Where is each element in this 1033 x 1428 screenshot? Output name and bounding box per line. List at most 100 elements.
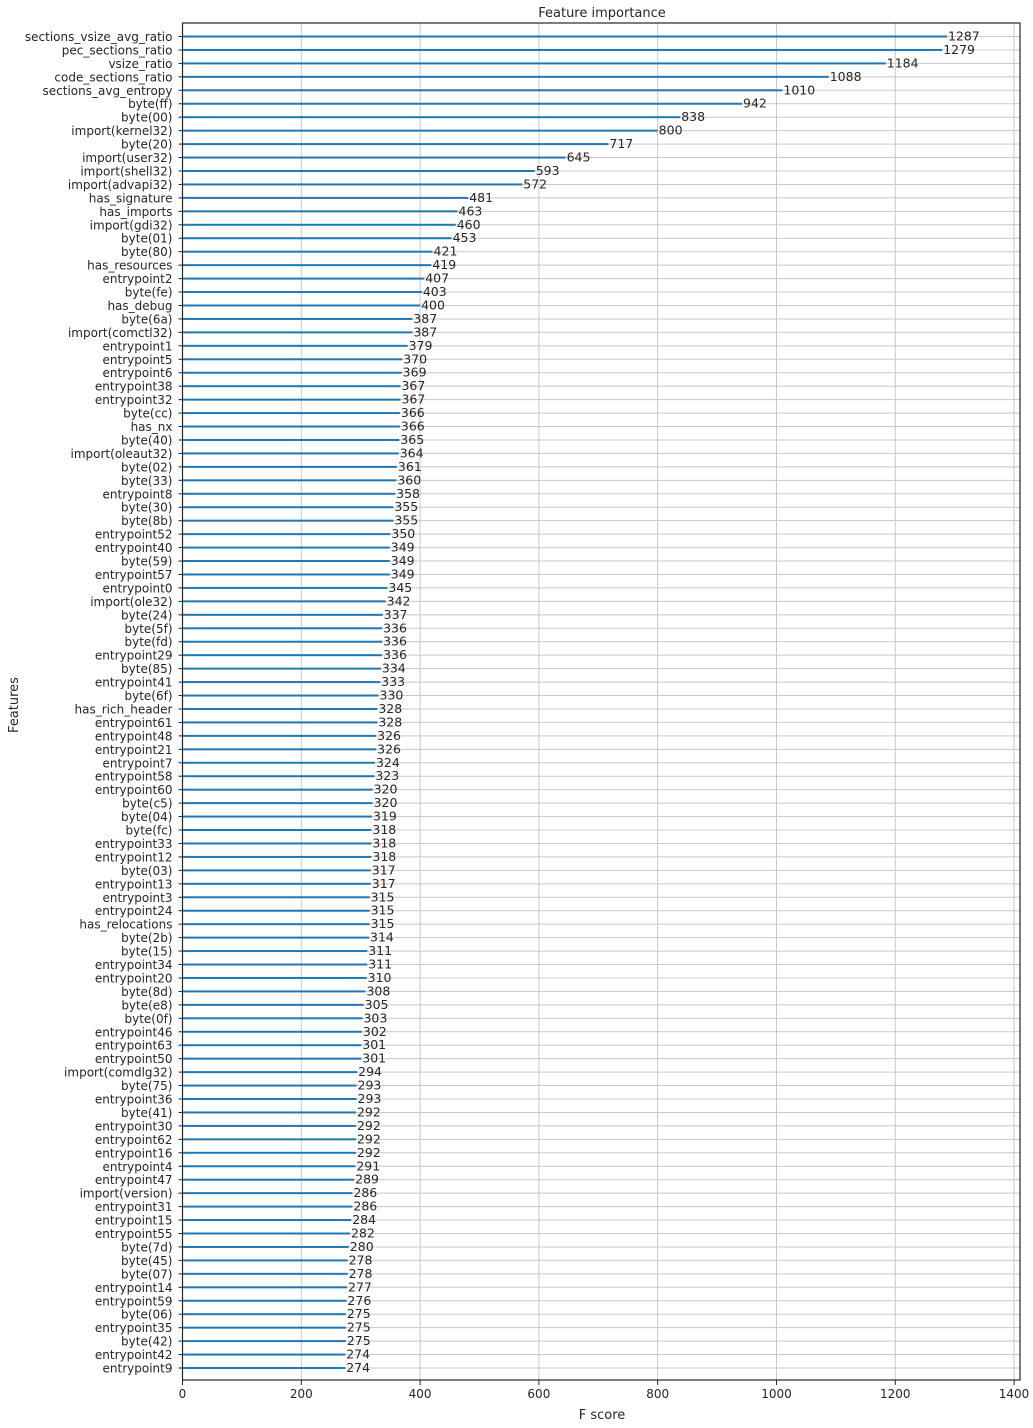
bar	[182, 1313, 346, 1316]
bar-value-label: 328	[378, 701, 402, 716]
bar	[182, 667, 381, 670]
y-tick-label: entrypoint41	[95, 676, 173, 690]
y-tick-label: entrypoint42	[95, 1348, 173, 1362]
bar-value-label: 419	[432, 257, 456, 272]
x-tick-label: 1000	[761, 1387, 792, 1401]
y-tick-label: byte(24)	[121, 608, 172, 622]
y-tick-label: byte(00)	[121, 111, 172, 125]
y-tick-label: import(comdlg32)	[64, 1066, 172, 1080]
y-tick-label: byte(80)	[121, 245, 172, 259]
bar-value-label: 326	[377, 741, 401, 756]
bar	[182, 748, 377, 751]
y-tick-label: byte(0f)	[124, 1012, 172, 1026]
bar-value-label: 355	[394, 513, 418, 528]
y-tick-label: code_sections_ratio	[54, 70, 172, 84]
y-tick-label: entrypoint14	[95, 1281, 173, 1295]
bar-value-label: 403	[423, 284, 447, 299]
bar	[182, 250, 433, 253]
y-tick-label: import(kernel32)	[71, 124, 172, 138]
bar-value-label: 315	[371, 916, 395, 931]
y-tick-label: entrypoint9	[103, 1362, 173, 1376]
y-tick-label: import(shell32)	[80, 164, 172, 178]
bar-value-label: 421	[434, 244, 458, 259]
bar-value-label: 361	[398, 459, 422, 474]
bar-value-label: 303	[363, 1010, 387, 1025]
x-tick-label: 200	[290, 1387, 313, 1401]
bar-value-label: 278	[349, 1252, 373, 1267]
y-tick-label: entrypoint48	[95, 729, 173, 743]
bar-value-label: 326	[377, 728, 401, 743]
bar	[182, 129, 658, 132]
bar-value-label: 370	[403, 351, 427, 366]
bar-value-label: 365	[400, 432, 424, 447]
y-tick-label: entrypoint61	[95, 716, 173, 730]
bar-value-label: 337	[384, 607, 408, 622]
x-axis-label: F score	[579, 1408, 626, 1423]
y-tick-label: byte(15)	[121, 945, 172, 959]
bar-value-label: 407	[425, 271, 449, 286]
bar	[182, 358, 403, 361]
bar	[182, 317, 413, 320]
bar	[182, 75, 829, 78]
bar	[182, 143, 609, 146]
bar	[182, 533, 391, 536]
y-tick-label: byte(fe)	[125, 286, 173, 300]
bar-value-label: 292	[357, 1145, 381, 1160]
bar	[182, 465, 397, 468]
bar-value-label: 311	[368, 943, 392, 958]
bar	[182, 761, 375, 764]
bar-value-label: 838	[681, 109, 705, 124]
bar	[182, 102, 743, 105]
bar	[182, 291, 422, 294]
y-tick-label: byte(03)	[121, 864, 172, 878]
y-tick-label: has_nx	[131, 420, 173, 434]
bar-value-label: 286	[353, 1199, 377, 1214]
y-axis-label: Features	[7, 677, 22, 733]
bar	[182, 775, 375, 778]
bar-value-label: 318	[372, 849, 396, 864]
bar-value-label: 1287	[948, 29, 980, 44]
bar-value-label: 318	[372, 822, 396, 837]
bar	[182, 829, 372, 832]
y-tick-label: byte(59)	[121, 555, 172, 569]
bar-value-label: 379	[409, 338, 433, 353]
bar	[182, 210, 458, 213]
y-tick-label: byte(6a)	[121, 312, 172, 326]
x-tick-label: 1400	[999, 1387, 1030, 1401]
bar	[182, 640, 383, 643]
bar-value-label: 1279	[943, 42, 975, 57]
y-tick-label: entrypoint59	[95, 1294, 173, 1308]
y-tick-label: has_signature	[89, 191, 173, 205]
bar-value-label: 333	[381, 674, 405, 689]
y-tick-label: entrypoint63	[95, 1039, 173, 1053]
bar-value-label: 284	[352, 1212, 376, 1227]
bar	[182, 1098, 357, 1101]
bar	[182, 156, 566, 159]
bar	[182, 183, 523, 186]
bar-value-label: 301	[362, 1051, 386, 1066]
y-tick-label: byte(33)	[121, 474, 172, 488]
bar	[182, 976, 367, 979]
bar	[182, 707, 378, 710]
bar-value-label: 293	[358, 1091, 382, 1106]
y-tick-label: entrypoint32	[95, 393, 173, 407]
bar	[182, 654, 383, 657]
y-tick-labels: sections_vsize_avg_ratiopec_sections_rat…	[25, 30, 183, 1376]
bar-value-label: 289	[355, 1172, 379, 1187]
y-tick-label: byte(6f)	[124, 689, 172, 703]
bar	[182, 237, 452, 240]
y-tick-label: entrypoint4	[103, 1160, 173, 1174]
bar-value-label: 593	[536, 163, 560, 178]
bar	[182, 1017, 363, 1020]
y-tick-label: import(oleaut32)	[71, 447, 173, 461]
bar-value-label: 305	[365, 997, 389, 1012]
bar-value-label: 292	[357, 1131, 381, 1146]
bar	[182, 344, 408, 347]
bar-value-label: 276	[347, 1293, 371, 1308]
y-tick-label: pec_sections_ratio	[62, 43, 173, 57]
y-tick-label: byte(2b)	[121, 931, 172, 945]
y-tick-label: has_rich_header	[75, 702, 173, 716]
bar	[182, 1353, 346, 1356]
y-tick-label: entrypoint34	[95, 958, 173, 972]
bar	[182, 1084, 357, 1087]
